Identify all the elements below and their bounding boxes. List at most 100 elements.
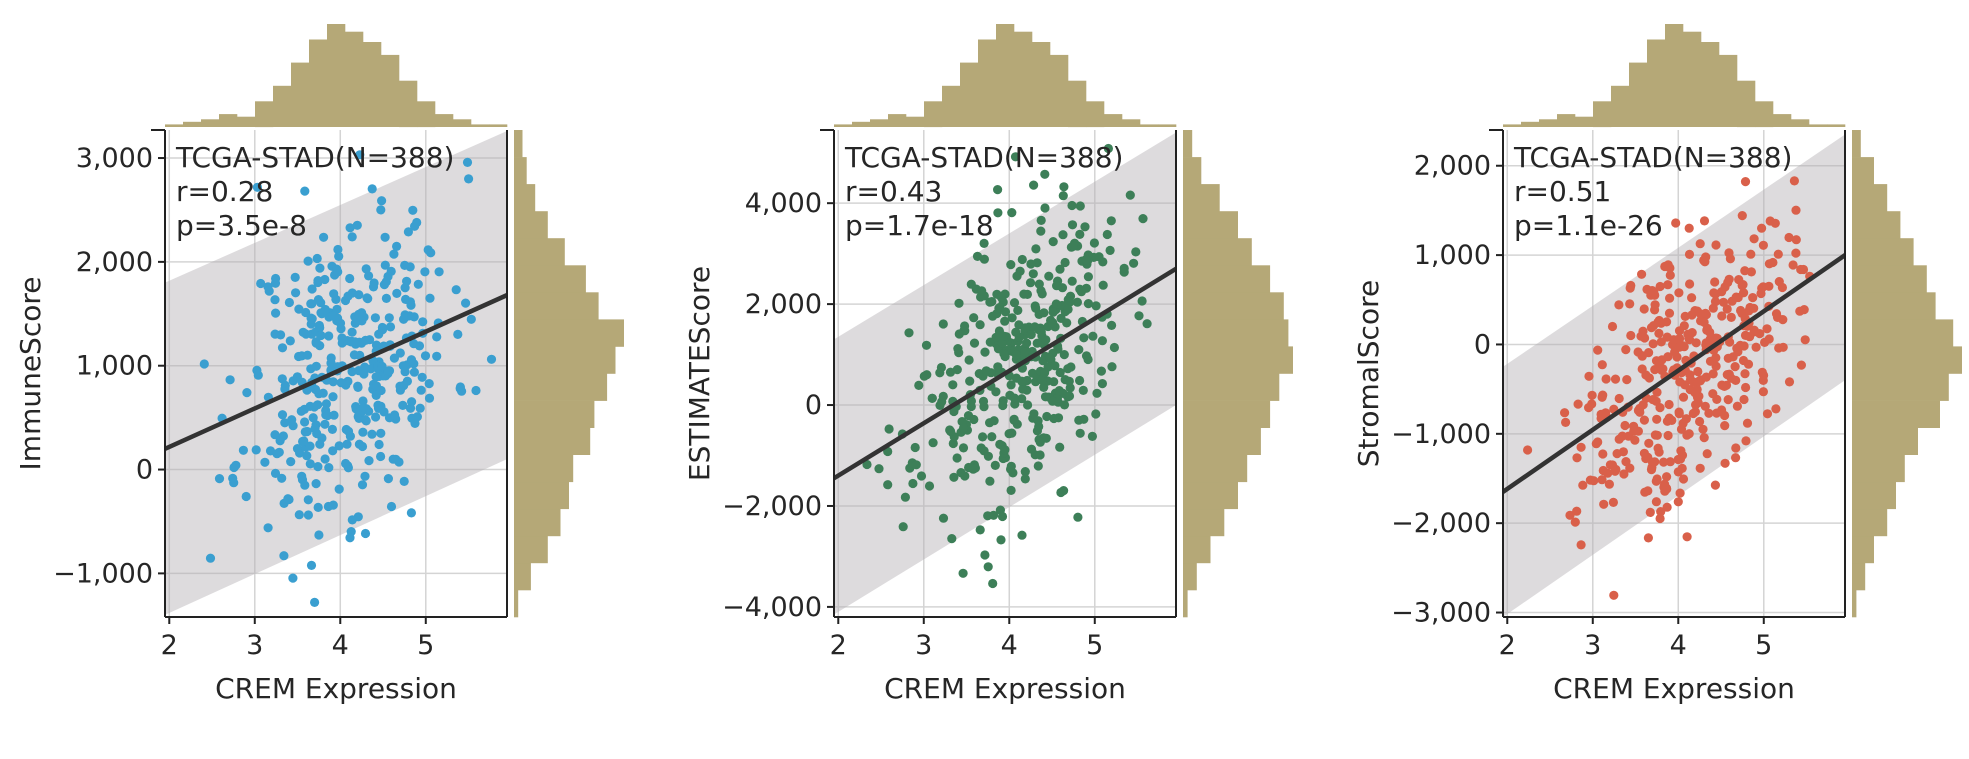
scatter-point xyxy=(1675,488,1685,498)
scatter-point xyxy=(1598,465,1608,476)
scatter-point xyxy=(1063,364,1073,374)
scatter-point xyxy=(286,457,296,467)
scatter-point xyxy=(280,418,290,428)
scatter-point xyxy=(1028,269,1038,279)
scatter-point xyxy=(1036,226,1046,236)
scatter-point xyxy=(1702,323,1712,333)
scatter-point xyxy=(1011,350,1021,360)
scatter-point xyxy=(1080,222,1090,232)
scatter-point xyxy=(1748,293,1758,303)
scatter-point xyxy=(406,355,417,365)
scatter-point xyxy=(1040,392,1051,402)
scatter-point xyxy=(1710,480,1720,490)
scatter-point xyxy=(1060,257,1070,268)
scatter-point xyxy=(1622,375,1632,385)
scatter-point xyxy=(320,274,330,285)
scatter-point xyxy=(1054,386,1064,396)
scatter-point xyxy=(1000,445,1010,455)
scatter-point xyxy=(1795,306,1805,316)
scatter-point xyxy=(359,369,369,379)
scatter-point xyxy=(1614,393,1624,404)
y-marginal-bar xyxy=(1852,130,1861,158)
x-tick-label: 4 xyxy=(1001,630,1018,661)
scatter-point xyxy=(326,353,336,363)
scatter-point xyxy=(297,471,307,481)
scatter-point xyxy=(370,313,380,323)
scatter-point xyxy=(1017,254,1027,265)
y-tick-label: −4,000 xyxy=(722,592,822,623)
x-marginal-bar xyxy=(1158,124,1177,127)
scatter-point xyxy=(305,441,315,451)
y-tick-label: 3,000 xyxy=(76,143,153,174)
scatter-point xyxy=(1601,374,1611,384)
scatter-point xyxy=(1755,329,1765,339)
scatter-point xyxy=(1789,176,1799,186)
scatter-point xyxy=(313,502,323,512)
x-tick-label: 5 xyxy=(417,630,434,661)
scatter-point xyxy=(947,534,957,544)
scatter-point xyxy=(1692,392,1703,402)
scatter-point xyxy=(1791,248,1801,258)
x-tick-label: 4 xyxy=(332,630,349,661)
scatter-point xyxy=(1030,301,1040,311)
y-marginal-bar xyxy=(514,319,624,347)
scatter-point xyxy=(862,459,872,470)
scatter-point xyxy=(1572,506,1582,516)
scatter-point xyxy=(1685,385,1695,395)
scatter-point xyxy=(1674,326,1685,336)
scatter-point xyxy=(1048,307,1058,317)
scatter-point xyxy=(1648,339,1658,349)
x-tick-label: 4 xyxy=(1670,630,1687,661)
x-marginal-bar xyxy=(291,62,310,127)
x-marginal-bar xyxy=(1719,54,1738,127)
scatter-point xyxy=(345,273,355,284)
scatter-point xyxy=(294,304,304,314)
scatter-point xyxy=(354,290,364,300)
scatter-point xyxy=(353,381,363,391)
y-tick-label: 2,000 xyxy=(76,247,153,278)
y-marginal-bar xyxy=(514,157,527,185)
x-marginal-bar xyxy=(1032,42,1051,127)
x-marginal-bar xyxy=(1629,62,1648,127)
scatter-point xyxy=(360,471,370,481)
scatter-point xyxy=(1708,369,1718,379)
scatter-point xyxy=(310,597,320,608)
scatter-point xyxy=(395,348,405,358)
panel-immune-score: 2 3 4 5 −1,000 0 1,000 2,000 3,000 CREM Expressio… xyxy=(14,24,624,705)
scatter-point xyxy=(989,416,999,426)
y-marginal-bar xyxy=(1852,184,1888,212)
scatter-point xyxy=(904,328,914,338)
scatter-point xyxy=(345,223,355,233)
scatter-point xyxy=(307,284,317,294)
scatter-point xyxy=(1664,308,1675,318)
scatter-point xyxy=(415,403,425,413)
scatter-point xyxy=(997,338,1008,348)
x-marginal-bar xyxy=(219,114,238,127)
scatter-point xyxy=(331,313,341,323)
x-marginal-bar xyxy=(1557,114,1576,127)
scatter-point xyxy=(1058,230,1068,240)
scatter-point xyxy=(1708,389,1718,399)
scatter-point xyxy=(418,317,428,327)
scatter-point xyxy=(1701,372,1711,382)
scatter-point xyxy=(347,232,357,242)
scatter-point xyxy=(414,341,425,351)
scatter-point xyxy=(1758,387,1768,397)
scatter-point xyxy=(376,451,386,462)
scatter-point xyxy=(993,185,1003,195)
plot-area xyxy=(165,130,507,617)
scatter-point xyxy=(1079,333,1089,343)
scatter-point xyxy=(1710,277,1720,287)
scatter-point xyxy=(277,410,288,420)
scatter-point xyxy=(999,331,1009,341)
scatter-point xyxy=(303,256,313,266)
scatter-point xyxy=(420,267,430,277)
scatter-point xyxy=(300,417,310,427)
scatter-point xyxy=(1678,474,1689,484)
scatter-point xyxy=(1734,275,1744,285)
y-tick-label: 4,000 xyxy=(745,188,822,219)
scatter-point xyxy=(462,157,473,167)
x-marginal-bar xyxy=(1809,124,1828,127)
plot-area xyxy=(834,130,1176,617)
scatter-point xyxy=(1722,304,1732,314)
